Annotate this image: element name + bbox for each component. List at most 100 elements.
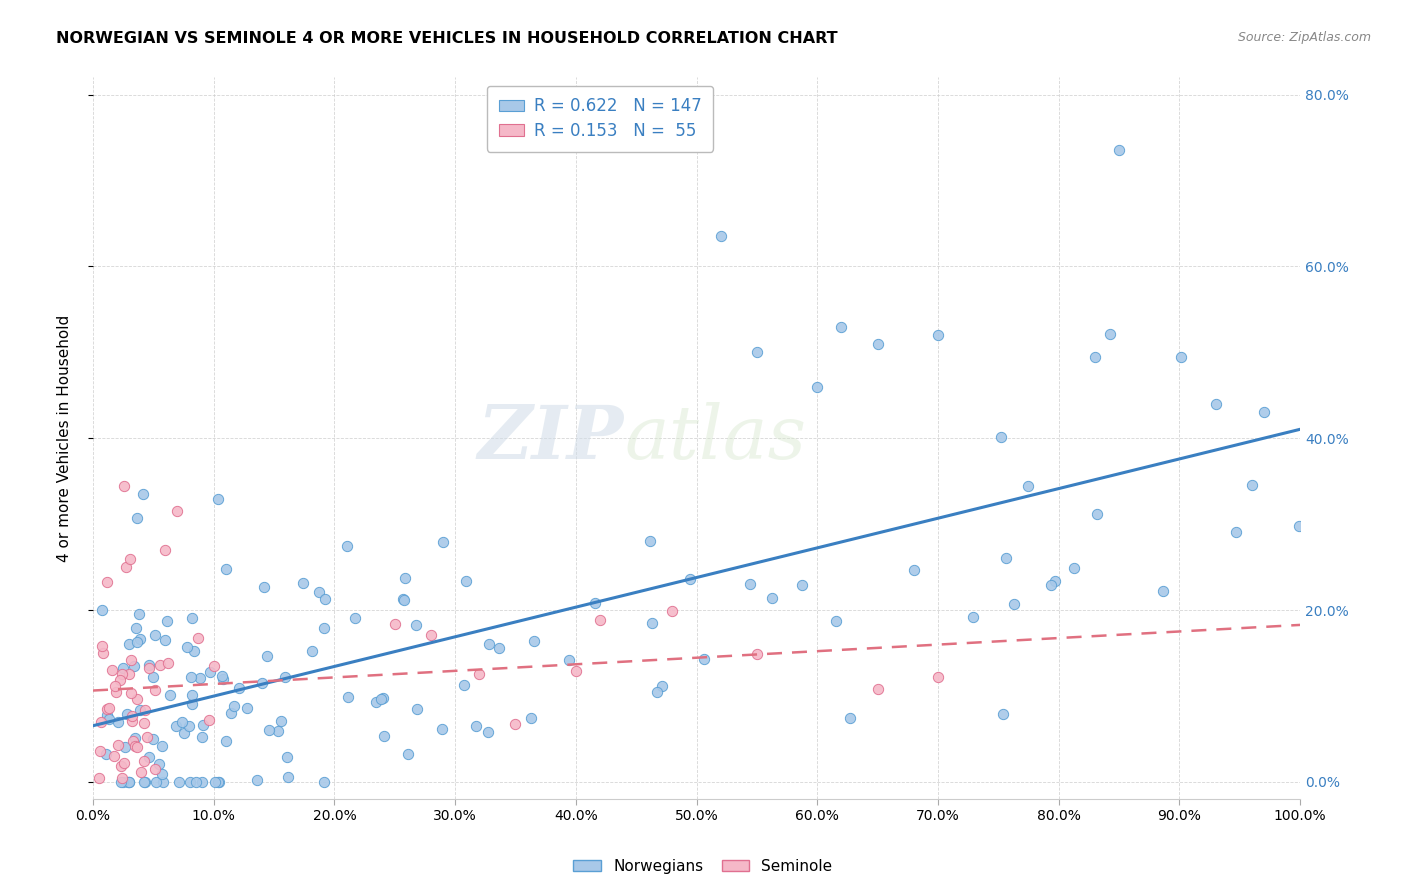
Point [745,345,768,359]
Point [134,703,156,717]
Point [143,683,166,698]
Point [124,739,146,753]
Point [478,637,501,651]
Point [110,771,132,785]
Point [253,580,276,594]
Point [259,723,281,737]
Point [292,576,315,591]
Point [135,731,157,745]
Point [127,740,149,755]
Point [124,731,146,745]
Point [143,762,166,776]
Point [191,730,214,744]
Point [1205,397,1227,411]
Point [1170,351,1192,365]
Point [661,605,683,619]
Point [188,671,211,685]
Point [456,574,478,588]
Point [180,670,202,684]
Point [94,747,117,761]
Point [927,328,949,343]
Point [179,775,201,789]
Point [110,758,132,772]
Point [181,697,204,711]
Point [1225,525,1247,540]
Point [108,673,131,687]
Point [839,711,862,725]
Point [215,562,238,576]
Point [134,775,156,789]
Point [645,685,668,699]
Point [207,775,229,789]
Point [1087,507,1109,521]
Point [830,319,852,334]
Point [384,616,406,631]
Point [122,659,145,673]
Point [120,653,142,667]
Point [641,616,664,631]
Point [866,681,889,696]
Point [1108,144,1130,158]
Point [112,478,135,492]
Point [142,732,165,747]
Point [273,669,295,683]
Point [523,633,546,648]
Point [301,644,323,658]
Point [90,714,112,729]
Point [111,660,134,674]
Point [344,611,367,625]
Point [246,773,269,788]
Point [222,698,245,713]
Point [149,657,172,672]
Point [710,229,733,244]
Text: NORWEGIAN VS SEMINOLE 4 OR MORE VEHICLES IN HOUSEHOLD CORRELATION CHART: NORWEGIAN VS SEMINOLE 4 OR MORE VEHICLES… [56,31,838,46]
Point [132,487,155,501]
Point [125,691,148,706]
Text: atlas: atlas [624,402,806,475]
Point [107,738,129,752]
Point [903,563,925,577]
Point [104,679,127,693]
Point [191,775,214,789]
Point [138,749,160,764]
Point [477,725,499,739]
Point [128,607,150,621]
Point [1039,578,1062,592]
Point [405,617,427,632]
Point [134,754,156,768]
Point [314,622,336,636]
Point [1288,518,1310,533]
Point [104,685,127,699]
Point [211,669,233,683]
Point [97,712,120,726]
Point [336,539,359,553]
Point [228,681,250,695]
Point [314,775,336,789]
Point [114,740,136,755]
Point [565,664,588,678]
Point [129,765,152,780]
Point [256,648,278,663]
Point [91,639,114,653]
Point [118,775,141,789]
Point [250,676,273,690]
Text: Source: ZipAtlas.com: Source: ZipAtlas.com [1237,31,1371,45]
Point [183,644,205,658]
Point [111,667,134,681]
Point [558,653,581,667]
Point [364,695,387,709]
Point [159,688,181,702]
Point [181,688,204,702]
Point [167,775,190,789]
Point [394,571,416,585]
Point [115,706,138,721]
Point [89,771,111,785]
Point [370,692,392,706]
Point [179,719,201,733]
Point [142,670,165,684]
Point [186,775,208,789]
Point [97,701,120,715]
Point [277,770,299,784]
Point [1063,561,1085,575]
Point [107,715,129,730]
